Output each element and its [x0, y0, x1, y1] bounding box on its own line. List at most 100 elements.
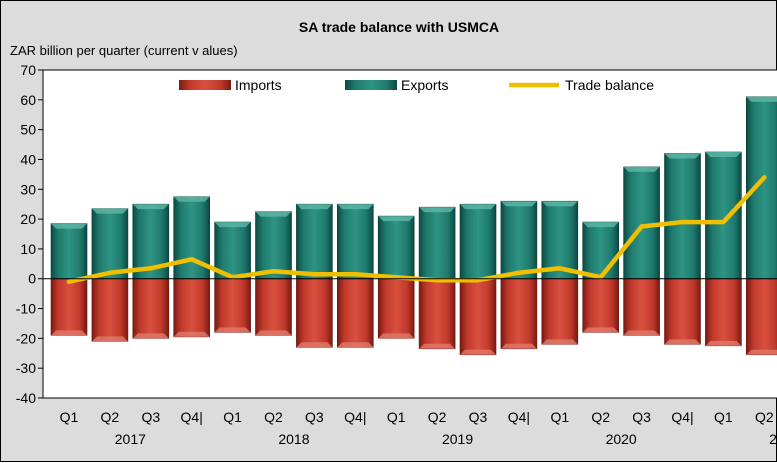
export-bar-bevel [500, 201, 537, 207]
x-tick-label: Q1 [714, 409, 733, 425]
export-bar-bevel [378, 216, 415, 222]
legend-trade-balance-label: Trade balance [565, 77, 654, 93]
x-tick-label: Q1 [223, 409, 242, 425]
export-bar-bevel [419, 207, 456, 213]
x-tick-label: Q4| [181, 409, 203, 425]
x-tick-label: Q4| [508, 409, 530, 425]
y-tick-label: -40 [16, 390, 36, 406]
export-bar [418, 206, 456, 280]
y-tick-label: 40 [20, 151, 36, 167]
export-bar [459, 203, 497, 280]
x-tick-label: Q4| [344, 409, 366, 425]
import-bar [132, 278, 170, 339]
import-bar-bevel [173, 331, 210, 337]
import-bar-bevel [419, 343, 456, 349]
import-bar [745, 278, 777, 356]
export-bar-bevel [746, 96, 777, 102]
x-tick-label: Q1 [387, 409, 406, 425]
y-tick-label: 20 [20, 211, 36, 227]
x-year-label: 2020 [606, 431, 637, 447]
import-bar [91, 278, 129, 342]
y-tick-label: 70 [20, 62, 36, 78]
export-bar-bevel [664, 153, 701, 159]
import-bar-bevel [296, 342, 333, 348]
export-bar [214, 221, 251, 280]
import-bar-bevel [132, 333, 169, 339]
x-tick-label: Q2 [101, 409, 120, 425]
x-year-label: 2019 [442, 431, 473, 447]
export-bar [336, 203, 374, 280]
x-tick-label: Q1 [60, 409, 79, 425]
chart-title: SA trade balance with USMCA [299, 19, 499, 35]
export-bar-bevel [460, 204, 496, 210]
export-bar-bevel [705, 152, 742, 157]
x-tick-label: Q1 [550, 409, 569, 425]
y-tick-label: -30 [16, 360, 36, 376]
import-bar [418, 278, 456, 350]
import-bar [500, 278, 538, 350]
export-bar-bevel [296, 204, 333, 210]
import-bar-bevel [746, 349, 777, 355]
y-tick-label: 60 [20, 92, 36, 108]
x-year-label: 2017 [115, 431, 146, 447]
export-bar [91, 208, 129, 280]
legend-imports-label: Imports [235, 77, 282, 93]
y-tick-label: -20 [16, 330, 36, 346]
import-bar-bevel [214, 327, 251, 333]
import-bar [173, 278, 210, 338]
export-bar [255, 211, 292, 280]
legend-exports-label: Exports [401, 77, 448, 93]
x-tick-label: Q3 [305, 409, 324, 425]
x-tick-label: Q3 [141, 409, 160, 425]
export-bar-bevel [214, 222, 251, 228]
export-bar [377, 215, 415, 280]
export-bar [582, 221, 620, 280]
import-bar-bevel [460, 349, 496, 355]
y-axis-label: ZAR billion per quarter (current v alues… [10, 43, 238, 58]
x-tick-label: Q3 [469, 409, 488, 425]
y-tick-label: 50 [20, 122, 36, 138]
import-bar [664, 278, 701, 345]
export-bar-bevel [51, 223, 87, 229]
import-bar-bevel [664, 339, 701, 345]
legend-imports-swatch [179, 80, 231, 90]
export-bar-bevel [255, 211, 292, 217]
import-bar [336, 278, 374, 348]
import-bar-bevel [623, 330, 660, 336]
x-tick-label: Q2 [755, 409, 774, 425]
export-bar-bevel [173, 196, 210, 202]
import-bar [296, 278, 333, 348]
x-tick-label: Q2 [428, 409, 447, 425]
import-bar-bevel [337, 342, 374, 348]
export-bar-bevel [132, 204, 169, 210]
export-bar-bevel [623, 166, 660, 172]
export-bar [500, 200, 538, 280]
y-tick-label: 10 [20, 241, 36, 257]
export-bar [541, 200, 579, 280]
import-bar [214, 278, 251, 333]
import-bar-bevel [500, 343, 537, 349]
x-tick-label: Q4| [671, 409, 693, 425]
import-bar [377, 278, 415, 339]
legend-exports-swatch [345, 80, 397, 90]
export-bar [296, 203, 333, 280]
import-bar-bevel [91, 336, 128, 342]
x-tick-label: Q3 [632, 409, 651, 425]
import-bar-bevel [378, 333, 415, 339]
export-bar [705, 151, 742, 280]
import-bar [50, 278, 88, 336]
export-bar [745, 96, 777, 280]
import-bar [255, 278, 292, 336]
x-year-label: 2018 [278, 431, 309, 447]
x-tick-label: Q2 [591, 409, 610, 425]
import-bar [582, 278, 620, 333]
x-axis: Q1 Q2 Q3 Q4| Q1 Q2 Q3 Q4| Q1 Q2 Q3 Q4| Q1 Q2 Q3 Q4| Q1 Q2… [60, 409, 777, 447]
import-bar-bevel [582, 327, 619, 333]
y-tick-label: 0 [28, 271, 36, 287]
import-bar [623, 278, 660, 336]
import-bar-bevel [541, 339, 578, 345]
export-bar [50, 223, 88, 280]
export-bar-bevel [541, 201, 578, 207]
